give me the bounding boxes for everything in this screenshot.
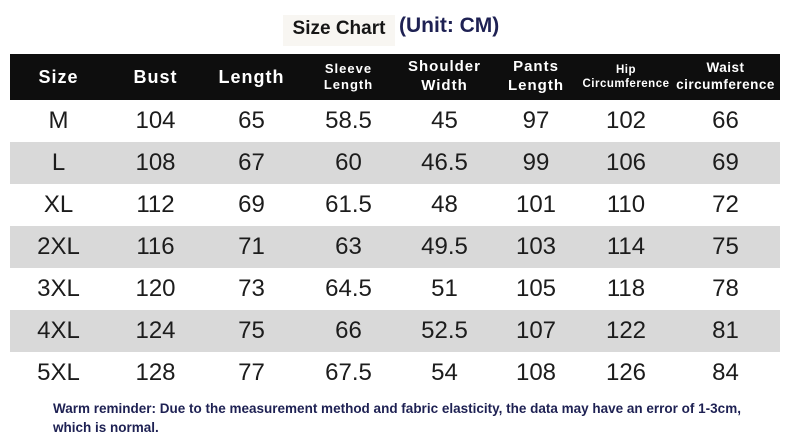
cell-size: L: [51, 149, 66, 176]
table-cell: 108: [515, 359, 557, 386]
table-cell: 124: [135, 317, 176, 344]
table-cell: 66: [335, 317, 362, 344]
column-header-waist-circumference: Waist circumference: [676, 60, 775, 92]
cell-size: M: [48, 107, 69, 134]
table-cell: 110: [606, 191, 646, 218]
unit-label: (Unit: CM): [399, 14, 500, 37]
table-cell: 81: [712, 317, 739, 344]
table-cell: 54: [431, 359, 458, 386]
table-row-l: L 108 67 60 46.5 99 106 69: [10, 142, 780, 184]
cell-size: 4XL: [37, 317, 80, 344]
table-row-xl: XL 112 69 61.5 48 101 110 72: [10, 184, 780, 226]
table-cell: 84: [712, 359, 739, 386]
table-cell: 69: [238, 191, 265, 218]
title-bar: Size Chart (Unit: CM): [0, 0, 790, 54]
table-cell: 67.5: [325, 359, 372, 386]
table-cell: 120: [135, 275, 176, 302]
table-row-4xl: 4XL 124 75 66 52.5 107 122 81: [10, 310, 780, 352]
table-cell: 107: [515, 317, 557, 344]
table-cell: 118: [606, 275, 646, 302]
table-cell: 114: [606, 233, 646, 260]
table-cell: 65: [238, 107, 265, 134]
table-cell: 106: [605, 149, 647, 176]
table-cell: 63: [335, 233, 362, 260]
table-cell: 104: [135, 107, 176, 134]
table-header-row: Size Bust Length Sleeve Length Shoulder …: [10, 54, 780, 100]
column-header-shoulder-width: Shoulder Width: [407, 58, 481, 94]
table-cell: 46.5: [421, 149, 468, 176]
table-cell: 128: [135, 359, 176, 386]
table-row-3xl: 3XL 120 73 64.5 51 105 118 78: [10, 268, 780, 310]
table-cell: 73: [238, 275, 265, 302]
table-cell: 60: [335, 149, 362, 176]
table-cell: 71: [238, 233, 265, 260]
column-header-bust: Bust: [133, 66, 178, 87]
table-row-2xl: 2XL 116 71 63 49.5 103 114 75: [10, 226, 780, 268]
table-cell: 102: [605, 107, 647, 134]
column-header-hip-circumference: Hip Circumference: [582, 63, 670, 90]
table-cell: 108: [135, 149, 176, 176]
column-header-size: Size: [38, 66, 79, 87]
table-cell: 64.5: [325, 275, 372, 302]
cell-size: 3XL: [37, 275, 80, 302]
table-cell: 122: [605, 317, 647, 344]
table-cell: 45: [431, 107, 458, 134]
table-cell: 99: [522, 149, 550, 176]
table-cell: 69: [712, 149, 739, 176]
table-cell: 72: [712, 191, 739, 218]
table-cell: 49.5: [421, 233, 468, 260]
table-row-5xl: 5XL 128 77 67.5 54 108 126 84: [10, 352, 780, 394]
table-cell: 52.5: [421, 317, 468, 344]
table-cell: 116: [136, 233, 175, 260]
page-title: Size Chart: [283, 15, 395, 46]
table-row-m: M 104 65 58.5 45 97 102 66: [10, 100, 780, 142]
table-cell: 105: [515, 275, 557, 302]
table-cell: 67: [238, 149, 265, 176]
table-cell: 112: [136, 191, 175, 218]
table-cell: 126: [605, 359, 647, 386]
table-cell: 78: [712, 275, 739, 302]
table-cell: 75: [238, 317, 265, 344]
column-header-pants-length: Pants Length: [508, 58, 564, 94]
footer-note: Warm reminder: Due to the measurement me…: [53, 401, 741, 434]
column-header-sleeve-length: Sleeve Length: [323, 60, 374, 92]
cell-size: 5XL: [37, 359, 80, 386]
column-header-length: Length: [218, 66, 285, 87]
table-cell: 48: [431, 191, 458, 218]
table-cell: 61.5: [325, 191, 372, 218]
size-table: Size Bust Length Sleeve Length Shoulder …: [10, 54, 780, 394]
table-cell: 101: [515, 191, 557, 218]
table-cell: 66: [712, 107, 739, 134]
cell-size: XL: [43, 191, 74, 218]
table-cell: 97: [522, 107, 550, 134]
table-cell: 103: [515, 233, 557, 260]
table-cell: 77: [238, 359, 265, 386]
table-cell: 58.5: [325, 107, 372, 134]
table-cell: 51: [431, 275, 458, 302]
table-cell: 75: [712, 233, 739, 260]
cell-size: 2XL: [37, 233, 80, 260]
